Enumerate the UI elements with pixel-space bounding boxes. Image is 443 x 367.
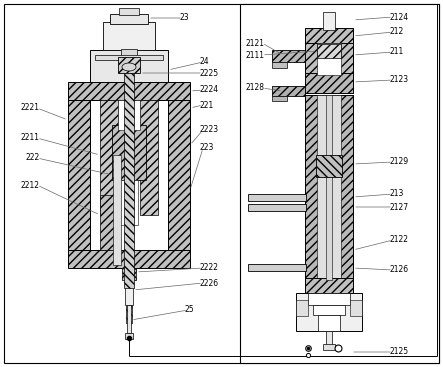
Text: 2129: 2129 (390, 157, 409, 167)
Bar (317, 43, 341, 75)
Bar (272, 96, 287, 101)
Bar (308, 293, 350, 305)
Bar (90, 50, 168, 82)
Bar (112, 125, 146, 180)
Bar (124, 73, 134, 288)
Bar (326, 95, 332, 280)
Text: 2128: 2128 (246, 84, 265, 92)
Bar (272, 62, 287, 68)
Text: 24: 24 (200, 58, 210, 66)
Bar (119, 8, 139, 15)
Text: 213: 213 (390, 189, 404, 199)
Bar (350, 300, 362, 316)
Text: 2122: 2122 (390, 236, 409, 244)
Bar (122, 268, 136, 280)
Bar (121, 49, 137, 57)
Text: 212: 212 (390, 28, 404, 36)
Text: 2212: 2212 (21, 181, 40, 189)
Text: 211: 211 (390, 47, 404, 57)
Bar (127, 305, 131, 333)
Bar (95, 55, 163, 60)
Text: 2222: 2222 (200, 264, 219, 273)
Bar (323, 344, 335, 350)
Bar (68, 100, 90, 250)
Text: 2125: 2125 (390, 348, 409, 356)
Bar (68, 82, 190, 100)
Text: 221: 221 (200, 101, 214, 109)
Bar (305, 73, 353, 93)
Bar (272, 50, 305, 62)
Bar (305, 278, 353, 293)
Bar (305, 95, 353, 280)
Text: 2111: 2111 (246, 51, 265, 59)
Bar (118, 100, 140, 130)
Bar (313, 305, 345, 315)
Text: 223: 223 (200, 143, 214, 153)
Bar (240, 4, 439, 363)
Bar (248, 194, 306, 201)
Bar (100, 195, 118, 250)
Bar (68, 250, 190, 268)
Bar (248, 204, 306, 211)
Bar (296, 300, 308, 316)
Bar (168, 100, 190, 250)
Text: 23: 23 (180, 14, 190, 22)
Bar (326, 331, 332, 345)
Text: 2124: 2124 (390, 12, 409, 22)
Text: 2123: 2123 (390, 76, 409, 84)
Bar (125, 333, 133, 339)
Text: 2126: 2126 (390, 265, 409, 275)
Text: 2127: 2127 (390, 203, 409, 211)
Bar (126, 268, 132, 323)
Text: 2121: 2121 (246, 39, 265, 47)
Text: 222: 222 (26, 153, 40, 163)
Bar (305, 43, 353, 75)
Text: 2211: 2211 (21, 134, 40, 142)
Bar (113, 155, 121, 265)
Text: 2223: 2223 (200, 126, 219, 134)
Bar (125, 280, 133, 305)
Ellipse shape (122, 63, 136, 71)
Bar (318, 315, 340, 331)
Bar (103, 22, 155, 50)
Bar (110, 14, 148, 24)
Text: 25: 25 (185, 305, 194, 315)
Text: 2224: 2224 (200, 86, 219, 94)
Bar (316, 155, 342, 177)
Bar (296, 293, 362, 331)
Bar (100, 100, 118, 215)
Bar (323, 12, 335, 30)
Text: 2221: 2221 (21, 103, 40, 113)
Bar (317, 95, 341, 280)
Bar (118, 57, 140, 73)
Bar (248, 264, 306, 271)
Bar (120, 180, 138, 225)
Text: 2225: 2225 (200, 69, 219, 77)
Bar (305, 28, 353, 44)
Text: 2226: 2226 (200, 279, 219, 287)
Bar (90, 100, 168, 250)
Bar (140, 100, 158, 215)
Bar (317, 44, 341, 58)
Bar (272, 86, 305, 96)
